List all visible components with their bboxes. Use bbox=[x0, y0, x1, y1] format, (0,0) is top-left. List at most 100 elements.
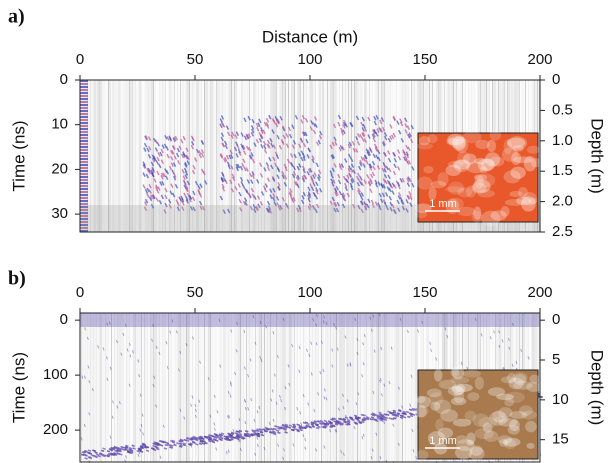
grain bbox=[508, 377, 524, 390]
scatter-echo bbox=[87, 365, 90, 369]
scatter-echo bbox=[317, 392, 320, 396]
reflection bbox=[161, 144, 165, 150]
reflection bbox=[400, 199, 404, 205]
grain bbox=[474, 175, 484, 189]
grain bbox=[437, 172, 449, 186]
grain bbox=[455, 446, 473, 460]
reflection bbox=[197, 189, 201, 194]
reflection bbox=[176, 442, 180, 445]
scatter-echo bbox=[503, 366, 506, 371]
scatter-echo bbox=[362, 342, 365, 346]
reflection bbox=[409, 195, 413, 200]
reflection bbox=[283, 175, 288, 180]
reflection bbox=[222, 158, 227, 163]
reflection bbox=[383, 413, 387, 416]
reflection bbox=[368, 163, 372, 169]
reflection bbox=[222, 209, 226, 215]
reflection bbox=[396, 149, 401, 154]
reflection bbox=[198, 442, 203, 446]
reflection bbox=[310, 421, 314, 424]
grain bbox=[523, 156, 537, 172]
direct-wave bbox=[80, 230, 88, 232]
reflection bbox=[396, 120, 400, 125]
scatter-echo bbox=[227, 449, 230, 453]
reflection bbox=[372, 132, 376, 138]
reflection bbox=[348, 153, 352, 159]
reflection bbox=[292, 171, 297, 176]
reflection bbox=[155, 443, 159, 447]
reflection bbox=[381, 192, 386, 198]
reflection bbox=[352, 147, 356, 153]
scatter-echo bbox=[199, 360, 201, 364]
reflection bbox=[383, 163, 387, 169]
grain bbox=[483, 430, 499, 443]
scatter-echo bbox=[444, 327, 447, 331]
scatter-echo bbox=[185, 343, 188, 347]
reflection bbox=[367, 180, 372, 186]
reflection bbox=[154, 139, 159, 145]
grain bbox=[427, 431, 446, 446]
direct-wave bbox=[80, 125, 88, 127]
reflection bbox=[170, 150, 174, 155]
reflection bbox=[382, 178, 386, 183]
reflection bbox=[192, 206, 196, 212]
scatter-echo bbox=[116, 339, 118, 344]
reflection bbox=[250, 131, 255, 137]
reflection bbox=[283, 426, 288, 430]
reflection bbox=[168, 203, 172, 209]
reflection bbox=[371, 160, 376, 166]
scatter-echo bbox=[192, 336, 194, 340]
grain bbox=[455, 383, 473, 392]
reflection bbox=[349, 182, 353, 188]
direct-wave bbox=[80, 101, 88, 103]
reflection bbox=[332, 417, 337, 420]
scatter-echo bbox=[310, 372, 313, 376]
scatter-echo bbox=[132, 350, 134, 354]
reflection bbox=[243, 166, 247, 172]
scatter-echo bbox=[179, 408, 182, 412]
grain bbox=[415, 405, 427, 418]
reflection bbox=[306, 422, 310, 426]
reflection bbox=[375, 114, 379, 120]
reflection bbox=[319, 130, 323, 136]
reflection bbox=[144, 198, 149, 204]
direct-wave bbox=[80, 131, 88, 133]
reflection bbox=[109, 448, 114, 452]
scatter-echo bbox=[111, 415, 114, 419]
scatter-echo bbox=[207, 377, 210, 381]
scatter-echo bbox=[409, 403, 412, 407]
reflection bbox=[221, 186, 226, 192]
reflection bbox=[354, 148, 359, 153]
scatter-echo bbox=[341, 393, 344, 397]
reflection bbox=[200, 152, 205, 158]
reflection bbox=[269, 137, 273, 143]
reflection bbox=[247, 115, 251, 121]
scatter-echo bbox=[498, 330, 501, 334]
scatter-echo bbox=[209, 414, 212, 418]
reflection bbox=[315, 187, 319, 192]
reflection bbox=[244, 188, 248, 194]
reflection bbox=[95, 453, 100, 457]
reflection bbox=[276, 186, 281, 191]
scatter-echo bbox=[165, 341, 168, 345]
reflection bbox=[360, 181, 365, 187]
reflection bbox=[302, 421, 307, 425]
scatter-echo bbox=[229, 381, 232, 385]
reflection bbox=[284, 423, 289, 427]
reflection bbox=[391, 203, 395, 209]
reflection bbox=[157, 151, 161, 157]
reflection bbox=[367, 198, 371, 204]
reflection bbox=[215, 434, 219, 437]
reflection bbox=[321, 425, 325, 429]
reflection bbox=[340, 422, 344, 426]
reflection bbox=[399, 196, 404, 202]
reflection bbox=[169, 446, 173, 449]
reflection bbox=[398, 409, 402, 412]
scatter-echo bbox=[336, 347, 339, 351]
scatter-echo bbox=[335, 326, 338, 330]
reflection bbox=[377, 181, 381, 186]
reflection bbox=[142, 172, 146, 177]
scatter-echo bbox=[109, 366, 112, 371]
reflection bbox=[405, 208, 409, 213]
scatter-echo bbox=[362, 433, 365, 437]
